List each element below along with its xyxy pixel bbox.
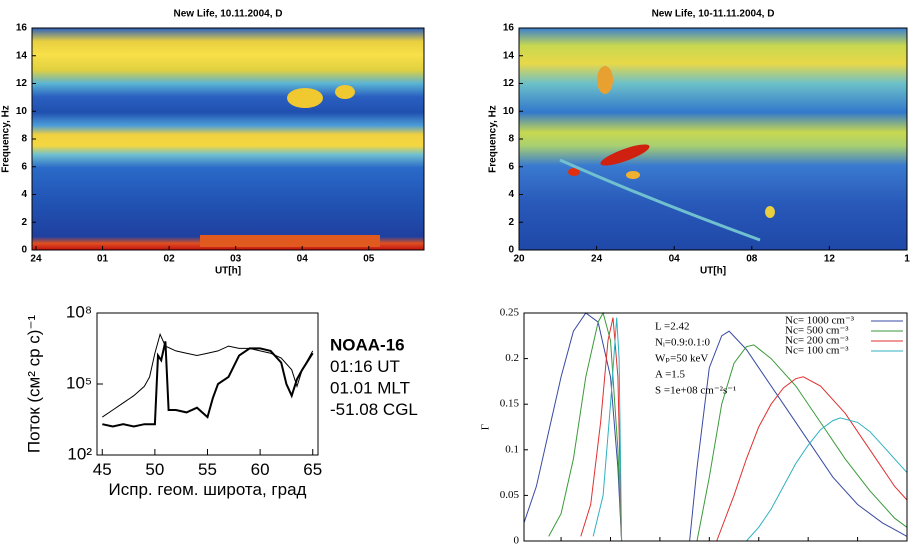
series-line bbox=[102, 332, 314, 418]
y-tick-label: 10⁸ bbox=[66, 302, 92, 321]
y-tick-label: 14 bbox=[503, 50, 515, 61]
spectrogram-texture bbox=[559, 66, 775, 242]
x-tick-label: 45 bbox=[93, 460, 112, 479]
plot-frame bbox=[523, 312, 908, 542]
annotation: NOAA-16 bbox=[330, 335, 405, 354]
y-tick-label: 2 bbox=[21, 217, 27, 228]
y-tick-label: 4 bbox=[508, 189, 514, 200]
x-tick-label: 12 bbox=[824, 254, 836, 265]
annotation: A =1.5 bbox=[655, 369, 686, 381]
x-tick-label: 50 bbox=[145, 460, 164, 479]
annotation: 01:16 UT bbox=[330, 357, 400, 376]
spectrogram-texture bbox=[200, 85, 380, 247]
y-tick-label: 10 bbox=[503, 106, 515, 117]
y-tick-label: 0 bbox=[514, 535, 520, 544]
y-axis-label: Frequency, Hz bbox=[1, 105, 12, 173]
y-axis-label: Γ bbox=[480, 424, 492, 430]
panel: 45 50 55 60 65 10² 10⁵ 10⁸ Испр. геом. широта, г… bbox=[24, 302, 417, 499]
x-tick-label: 04 bbox=[669, 254, 681, 265]
x-tick-label: 20 bbox=[513, 254, 525, 265]
y-tick-label: 16 bbox=[16, 23, 28, 34]
y-tick-label: 0 bbox=[508, 245, 514, 256]
y-tick-label: 0.25 bbox=[500, 307, 520, 319]
y-tick-label: 10⁵ bbox=[66, 373, 92, 392]
y-tick-label: 0.15 bbox=[500, 398, 520, 410]
y-tick-label: 4 bbox=[21, 189, 27, 200]
y-tick-label: 8 bbox=[508, 134, 514, 145]
y-tick-label: 6 bbox=[21, 161, 27, 172]
y-tick-label: 10 bbox=[16, 106, 28, 117]
legend-label: Nc= 500 cm⁻³ bbox=[785, 325, 849, 337]
chart-title: New Life, 10-11.11.2004, D bbox=[652, 9, 775, 20]
y-tick-label: 8 bbox=[21, 134, 27, 145]
y-tick-label: 0.2 bbox=[505, 352, 519, 364]
x-tick-label: 04 bbox=[297, 254, 309, 265]
y-tick-label: 12 bbox=[16, 78, 28, 89]
annotation: Wₚ=50 keV bbox=[655, 353, 708, 365]
x-tick-label: 60 bbox=[251, 460, 270, 479]
x-tick-label: 05 bbox=[363, 254, 375, 265]
y-axis-label: Frequency, Hz bbox=[488, 105, 499, 173]
y-tick-label: 2 bbox=[508, 217, 514, 228]
x-tick-label: 02 bbox=[164, 254, 176, 265]
x-axis-label: UT[h] bbox=[700, 266, 726, 277]
y-axis-label: Поток (см² ср с)⁻¹ bbox=[24, 315, 43, 454]
spectrogram-image bbox=[519, 28, 907, 250]
series-line bbox=[523, 312, 908, 542]
x-tick-label: 01 bbox=[97, 254, 109, 265]
x-axis-label: Испр. геом. широта, град bbox=[109, 480, 307, 499]
annotation: L =2.42 bbox=[655, 321, 690, 333]
panel: 6810121416182000.050.10.150.20.25f, HzΓL… bbox=[480, 307, 908, 544]
annotation: Nᵢ=0.9:0.1:0 bbox=[655, 337, 711, 349]
y-tick-label: 10² bbox=[67, 444, 92, 463]
y-tick-label: 16 bbox=[503, 23, 515, 34]
x-tick-label: 08 bbox=[746, 254, 758, 265]
x-axis-label: UT[h] bbox=[215, 266, 241, 277]
x-tick-label: 03 bbox=[230, 254, 242, 265]
chart-title: New Life, 10.11.2004, D bbox=[174, 9, 283, 20]
y-tick-label: 6 bbox=[508, 161, 514, 172]
legend-label: Nc= 100 cm⁻³ bbox=[785, 345, 849, 357]
y-tick-label: 0.1 bbox=[505, 443, 519, 455]
plot-frame bbox=[96, 312, 319, 456]
x-tick-label: 65 bbox=[303, 460, 322, 479]
legend-label: Nc= 200 cm⁻³ bbox=[785, 335, 849, 347]
series-line bbox=[592, 317, 908, 542]
series-line bbox=[548, 311, 908, 542]
annotation: S =1e+08 cm⁻²s⁻¹ bbox=[655, 385, 736, 397]
legend-label: Nc= 1000 cm⁻³ bbox=[785, 315, 855, 327]
x-tick-label: 1 bbox=[904, 254, 910, 265]
series-line bbox=[580, 317, 908, 542]
x-tick-label: 24 bbox=[30, 254, 42, 265]
y-tick-label: 0 bbox=[21, 245, 27, 256]
x-tick-label: 55 bbox=[198, 460, 217, 479]
series-line bbox=[102, 341, 314, 428]
x-tick-label: 24 bbox=[591, 254, 603, 265]
y-tick-label: 14 bbox=[16, 50, 28, 61]
spectrogram-image bbox=[32, 28, 424, 250]
annotation: -51.08 CGL bbox=[330, 400, 418, 419]
y-tick-label: 12 bbox=[503, 78, 515, 89]
y-tick-label: 0.05 bbox=[500, 489, 520, 501]
annotation: 01.01 MLT bbox=[330, 378, 410, 397]
